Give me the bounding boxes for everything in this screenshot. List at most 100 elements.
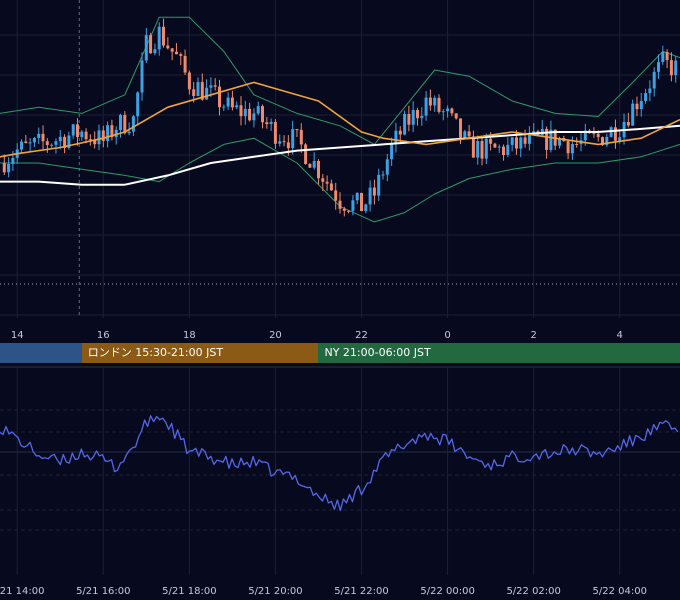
candle-body [420, 115, 424, 119]
candle-body [385, 159, 389, 175]
candle-body [230, 97, 234, 108]
candle-body [601, 137, 604, 146]
candle-body [235, 105, 239, 108]
oscillator-line [0, 415, 679, 512]
candle-body [123, 114, 127, 134]
candle-body [218, 86, 221, 108]
candle-body [566, 141, 570, 154]
candle-body [213, 85, 217, 87]
candle-body [364, 204, 368, 211]
candle-body [308, 163, 312, 168]
candle-body [644, 93, 648, 101]
candle-body [157, 26, 161, 50]
price-x-tick: 14 [11, 330, 24, 340]
candle-body [502, 146, 505, 155]
candle-body [532, 131, 536, 134]
candle-body [321, 178, 325, 182]
candle-body [32, 138, 36, 143]
candle-body [248, 108, 252, 121]
candle-body [596, 133, 600, 138]
candle-body [575, 144, 579, 145]
candle-body [106, 125, 110, 141]
candle-body [209, 85, 213, 88]
candle-body [527, 133, 531, 144]
candle-body [192, 89, 196, 96]
candle-body [282, 141, 286, 143]
candle-body [20, 141, 23, 150]
candle-body [269, 121, 273, 124]
candle-body [648, 88, 652, 94]
candle-body [80, 131, 84, 138]
candle-body [136, 92, 140, 117]
candle-body [450, 108, 454, 114]
candle-body [119, 114, 122, 130]
osc-x-tick: 5/21 14:00 [0, 586, 44, 597]
candle-body [360, 192, 363, 211]
candle-body [63, 136, 67, 148]
candle-body [166, 45, 170, 49]
candle-body [286, 142, 290, 149]
candle-body [153, 49, 157, 54]
candle-body [7, 164, 11, 173]
candle-body [351, 200, 355, 211]
price-x-tick: 0 [444, 330, 450, 340]
candle-body [639, 101, 643, 110]
session-segment: NY 21:00-06:00 JST [318, 343, 680, 363]
candle-body [631, 103, 635, 126]
candle-body [273, 121, 277, 144]
candle-body [261, 106, 264, 123]
candle-body [609, 127, 613, 137]
candle-body [674, 60, 678, 76]
candle-body [114, 130, 118, 138]
candle-body [97, 130, 101, 145]
candle-body [347, 210, 351, 212]
price-x-tick: 2 [530, 330, 536, 340]
candle-body [54, 141, 58, 145]
candle-body [368, 187, 372, 205]
candle-body [265, 122, 269, 125]
price-chart[interactable]: 14 16 18 20 22 0 2 4 [0, 0, 680, 340]
osc-x-tick: 5/21 16:00 [76, 586, 130, 597]
candle-body [71, 124, 75, 136]
candle-body [398, 130, 402, 135]
candle-body [381, 174, 385, 176]
candle-body [252, 113, 256, 121]
candle-body [88, 139, 92, 141]
price-x-tick: 22 [355, 330, 368, 340]
bollinger-upper-line [0, 16, 680, 145]
candle-body [317, 161, 320, 179]
candle-body [372, 187, 376, 196]
price-x-tick: 4 [617, 330, 623, 340]
candle-body [545, 128, 549, 150]
price-x-tick: 18 [183, 330, 196, 340]
candle-body [84, 131, 88, 140]
candle-body [278, 141, 282, 144]
candle-body [489, 138, 493, 144]
candle-body [196, 82, 200, 96]
candle-body [497, 146, 501, 148]
candle-body [459, 118, 462, 138]
candle-body [334, 190, 338, 201]
candle-body [291, 129, 295, 149]
candle-body [243, 108, 247, 117]
candle-body [355, 192, 359, 201]
candle-body [583, 130, 587, 141]
candle-body [506, 144, 510, 155]
candle-body [239, 105, 243, 117]
candle-body [661, 52, 665, 62]
candle-body [394, 130, 398, 144]
candle-body [338, 200, 342, 209]
osc-x-tick: 5/22 04:00 [593, 586, 647, 597]
candle-body [519, 137, 523, 149]
candle-body [58, 136, 62, 142]
candle-body [222, 106, 226, 108]
candle-body [613, 127, 617, 141]
candle-body [110, 125, 114, 138]
price-x-tick: 20 [269, 330, 282, 340]
candle-body [428, 97, 432, 106]
candle-body [484, 138, 488, 159]
candle-body [50, 144, 54, 146]
candle-body [299, 129, 303, 145]
candle-body [45, 141, 49, 145]
